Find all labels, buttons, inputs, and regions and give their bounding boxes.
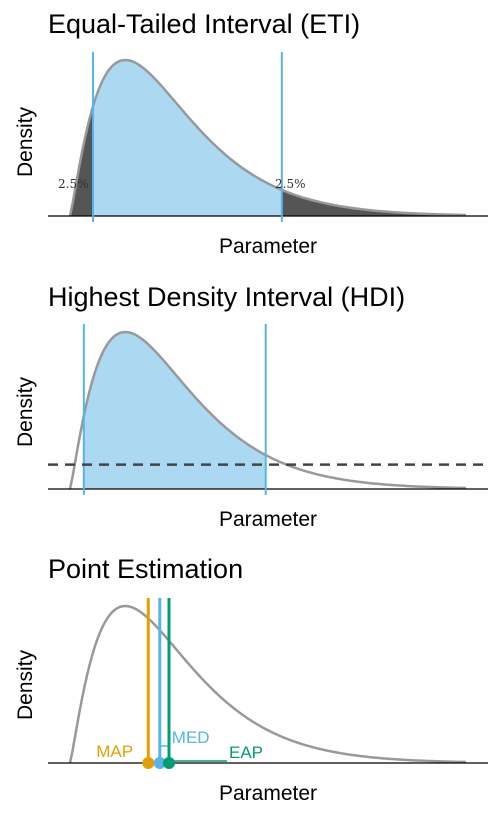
y-axis-title: Density [14, 649, 37, 720]
density-curve [68, 58, 467, 217]
panel-title: Point Estimation [48, 554, 243, 584]
panel-eti: Equal-Tailed Interval (ETI) 2.5% 2.5% Pa… [14, 9, 488, 258]
eap-point [163, 757, 175, 769]
panel-hdi: Highest Density Interval (HDI) Parameter… [14, 282, 488, 531]
right-tail-label: 2.5% [275, 177, 306, 191]
interval-area [93, 60, 282, 216]
interval-area [83, 332, 266, 489]
x-axis-title: Parameter [219, 235, 317, 258]
eap-label: EAP [229, 743, 263, 762]
map-point [142, 757, 155, 769]
right-tail-area [281, 189, 466, 216]
med-label: MED [172, 728, 210, 747]
point-estimates: MAP MED EAP [96, 598, 263, 769]
med-point [153, 757, 166, 769]
x-axis-title: Parameter [219, 508, 317, 531]
left-tail-label: 2.5% [58, 177, 89, 191]
density-curve [68, 330, 467, 490]
panel-point-estimation: Point Estimation MAP MED EAP Parameter Den… [14, 554, 488, 805]
y-axis-title: Density [14, 376, 37, 447]
x-axis-title: Parameter [219, 782, 317, 805]
map-label: MAP [96, 742, 133, 761]
density-curve [68, 604, 467, 764]
panel-title: Equal-Tailed Interval (ETI) [48, 9, 360, 39]
y-axis-title: Density [14, 106, 37, 177]
panel-title: Highest Density Interval (HDI) [48, 282, 405, 312]
